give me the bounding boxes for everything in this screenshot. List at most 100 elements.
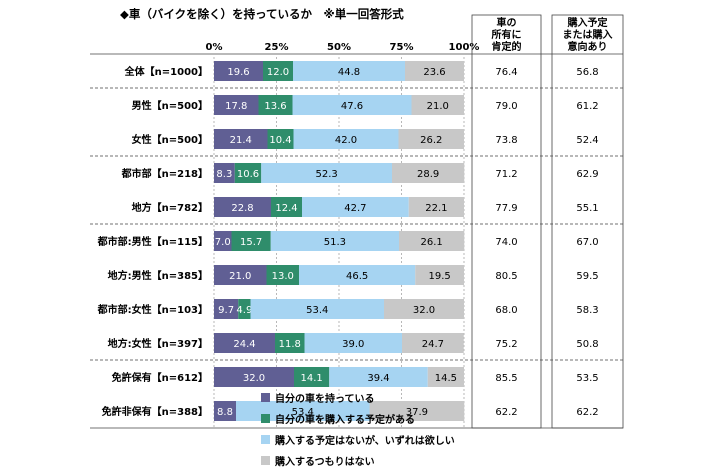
bar-segment [214, 299, 239, 319]
summary-column-header: 購入予定 [567, 16, 608, 29]
category-label: 都市部【n=218】 [121, 167, 208, 180]
summary-value: 67.0 [576, 237, 598, 248]
summary-value: 75.2 [495, 339, 517, 350]
summary-column-header: 肯定的 [492, 40, 522, 53]
summary-value: 55.1 [576, 203, 598, 214]
legend-swatch [261, 456, 270, 465]
bar-segment [214, 197, 271, 217]
data-label: 32.0 [413, 305, 435, 316]
bar-segment [369, 401, 465, 421]
legend-swatch [261, 435, 270, 444]
bar-segment [402, 333, 464, 353]
data-label: 22.8 [231, 203, 253, 214]
data-label: 47.6 [341, 101, 363, 112]
category-label: 免許保有【n=612】 [112, 371, 208, 384]
legend-label: 自分の車を持っている [275, 392, 375, 405]
bar-segment [399, 231, 465, 251]
category-label: 都市部:女性【n=103】 [97, 303, 208, 316]
bar-segment [302, 197, 409, 217]
summary-value: 52.4 [576, 135, 598, 146]
data-label: 24.7 [422, 339, 444, 350]
bar-segment [214, 61, 263, 81]
data-label: 32.0 [243, 373, 265, 384]
summary-value: 68.0 [495, 305, 517, 316]
data-label: 26.1 [420, 237, 442, 248]
summary-value: 77.9 [495, 203, 517, 214]
chart-title: ◆車（バイクを除く）を持っているか ※単一回答形式 [120, 7, 404, 21]
summary-column-header: 所有に [492, 28, 522, 41]
bar-segment [329, 367, 428, 387]
bar-segment [275, 333, 305, 353]
data-label: 22.1 [425, 203, 447, 214]
summary-value: 62.2 [495, 407, 517, 418]
bar-segment [292, 95, 412, 115]
bar-segment [392, 163, 465, 183]
summary-column-header: 意向あり [568, 40, 608, 53]
data-label: 8.3 [216, 169, 232, 180]
data-label: 14.5 [435, 373, 457, 384]
bar-segment [299, 265, 416, 285]
data-label: 39.0 [342, 339, 364, 350]
data-label: 15.7 [240, 237, 262, 248]
data-label: 9.7 [218, 305, 234, 316]
bar-segment [214, 95, 259, 115]
data-label: 28.9 [417, 169, 439, 180]
data-label: 42.7 [344, 203, 366, 214]
bar-segment [231, 231, 271, 251]
bar-segment [214, 265, 267, 285]
bar-segment [263, 61, 293, 81]
category-label: 都市部:男性【n=115】 [97, 235, 208, 248]
summary-value: 61.2 [576, 101, 598, 112]
legend-label: 購入するつもりはない [274, 455, 375, 468]
data-label: 13.6 [264, 101, 286, 112]
summary-value: 74.0 [495, 237, 517, 248]
category-label: 地方:女性【n=397】 [108, 337, 208, 350]
legend-label: 購入する予定はないが、いずれは欲しい [274, 434, 455, 447]
bar-segment [384, 299, 464, 319]
data-label: 44.8 [338, 67, 360, 78]
category-label: 地方【n=782】 [132, 201, 208, 214]
data-label: 19.6 [227, 67, 249, 78]
summary-value: 73.8 [495, 135, 517, 146]
bar-segment [427, 367, 464, 387]
summary-value: 76.4 [495, 67, 517, 78]
data-label: 13.0 [272, 271, 294, 282]
bar-segment [271, 197, 302, 217]
data-label: 23.6 [423, 67, 445, 78]
category-label: 女性【n=500】 [132, 133, 208, 146]
bar-segment [214, 163, 235, 183]
data-label: 12.4 [275, 203, 297, 214]
data-label: 8.8 [217, 407, 233, 418]
data-label: 4.9 [236, 305, 252, 316]
data-label: 39.4 [367, 373, 389, 384]
bar-segment [304, 333, 402, 353]
x-tick-label: 0% [206, 42, 223, 53]
summary-value: 59.5 [576, 271, 598, 282]
category-label: 免許非保有【n=388】 [102, 405, 208, 418]
legend-label: 自分の車を購入する予定がある [275, 413, 415, 426]
data-label: 10.4 [269, 135, 291, 146]
data-label: 26.2 [420, 135, 442, 146]
bar-segment [258, 95, 293, 115]
category-label: 地方:男性【n=385】 [108, 269, 208, 282]
bar-segment [214, 231, 232, 251]
bar-segment [267, 129, 294, 149]
bar-segment [261, 163, 392, 183]
bar-segment [214, 401, 236, 421]
bar-segment [234, 163, 262, 183]
data-label: 51.3 [324, 237, 346, 248]
summary-value: 50.8 [576, 339, 598, 350]
bar-segment [293, 129, 399, 149]
data-label: 19.5 [428, 271, 450, 282]
summary-column-header: 車の [497, 16, 517, 29]
category-label: 男性【n=500】 [132, 99, 208, 112]
x-tick-label: 50% [327, 42, 351, 53]
bar-segment [270, 231, 399, 251]
data-label: 21.0 [427, 101, 449, 112]
legend-swatch [261, 414, 270, 423]
x-tick-label: 75% [390, 42, 414, 53]
data-label: 7.0 [215, 237, 231, 248]
data-label: 53.4 [306, 305, 328, 316]
data-label: 12.0 [267, 67, 289, 78]
